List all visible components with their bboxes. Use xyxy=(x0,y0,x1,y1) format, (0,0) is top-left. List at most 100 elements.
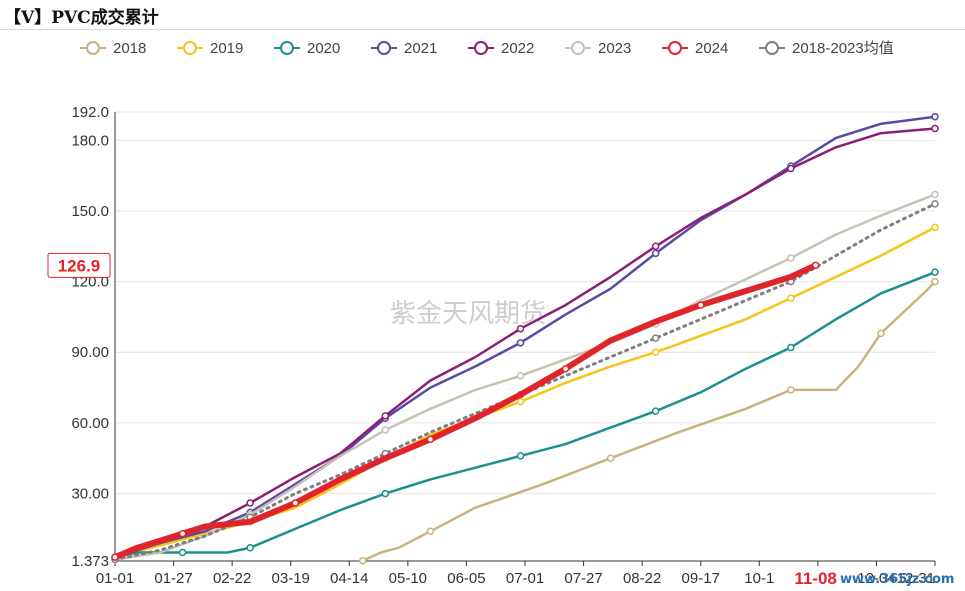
series-point xyxy=(931,223,939,232)
series-line-2020 xyxy=(113,270,937,559)
legend-item-2018[interactable]: 2018 xyxy=(80,40,146,57)
watermark-text: 紫金天风期货 xyxy=(390,299,546,329)
legend-swatch-marker xyxy=(183,41,197,55)
legend-label: 2022 xyxy=(501,40,534,57)
y-tick-label: 90.00 xyxy=(71,344,109,361)
series-point xyxy=(516,397,525,406)
legend-swatch-marker xyxy=(280,41,294,55)
x-tick-label: 04-14 xyxy=(330,570,368,587)
x-tick-label: 09-17 xyxy=(682,570,720,587)
series-point xyxy=(381,412,390,420)
series-point xyxy=(111,553,119,561)
y-tick-label: 1.373 xyxy=(71,553,109,570)
legend-item-2022[interactable]: 2022 xyxy=(468,40,534,57)
x-tick-label: 01-27 xyxy=(154,570,192,587)
legend-swatch-marker xyxy=(86,41,100,55)
series-point xyxy=(931,124,939,133)
series-point xyxy=(931,268,939,276)
legend-item-2024[interactable]: 2024 xyxy=(662,40,728,57)
series-point xyxy=(931,112,939,121)
current-date-box xyxy=(785,567,846,589)
series-point xyxy=(246,499,254,507)
legend-swatch-marker xyxy=(668,41,682,55)
legend-swatch-marker xyxy=(765,41,779,55)
legend-label: 2020 xyxy=(307,40,340,57)
legend-label: 2019 xyxy=(210,40,243,57)
series-point xyxy=(787,294,795,302)
y-tick-label: 60.00 xyxy=(71,415,109,432)
legend-swatch-marker xyxy=(571,41,585,55)
series-point xyxy=(516,372,525,380)
series-point xyxy=(561,364,570,373)
footer-watermark: www.365jz.com xyxy=(840,572,954,587)
legend-item-2020[interactable]: 2020 xyxy=(274,40,340,57)
chart-legend: 2018 2019 2020 2021 2022 2023 2024 2018-2023均值 xyxy=(80,40,894,57)
series-point xyxy=(787,254,795,262)
series-point xyxy=(246,543,254,552)
series-point xyxy=(811,261,820,270)
y-tick-label: 192.0 xyxy=(71,104,109,121)
legend-item-2021[interactable]: 2021 xyxy=(371,40,437,57)
x-tick-label: 10-1 xyxy=(744,570,774,587)
series-point xyxy=(931,200,939,208)
chart-series xyxy=(111,112,939,565)
series-point xyxy=(426,527,435,536)
chart-axes: 1.373 30.00 60.00 90.00 120.0 150.0 180.0 192.0… xyxy=(71,104,936,587)
series-line-2023 xyxy=(113,193,937,561)
x-tick-label: 07-27 xyxy=(564,570,602,587)
series-line-2022 xyxy=(113,127,937,559)
series-point xyxy=(787,164,795,173)
series-point xyxy=(178,548,187,557)
x-tick-label: 08-22 xyxy=(623,570,661,587)
series-point xyxy=(651,249,660,258)
legend-label: 2021 xyxy=(404,40,437,57)
legend-label: 2023 xyxy=(598,40,631,57)
series-point xyxy=(426,435,435,444)
series-point xyxy=(516,339,525,347)
series-point xyxy=(381,426,390,434)
legend-label: 2018 xyxy=(113,40,146,57)
x-tick-label: 12-04 xyxy=(857,570,895,587)
current-date-label: 11-08 xyxy=(794,569,837,588)
legend-swatch-marker xyxy=(377,41,391,55)
y-tick-label: 30.00 xyxy=(71,486,109,503)
page-title: 【V】PVC成交累计 xyxy=(4,8,159,28)
series-point xyxy=(516,324,525,333)
x-tick-label: 01-01 xyxy=(96,570,134,587)
series-point xyxy=(877,329,885,338)
legend-swatch-marker xyxy=(474,41,488,55)
series-point xyxy=(787,386,795,394)
x-tick-label: 02-22 xyxy=(213,570,251,587)
x-tick-label: 06-05 xyxy=(447,570,485,587)
series-point xyxy=(291,499,299,507)
series-point xyxy=(178,529,187,538)
current-value-box xyxy=(47,252,111,278)
series-point xyxy=(651,407,660,415)
x-tick-label: 07-01 xyxy=(506,570,544,587)
series-point xyxy=(931,277,939,286)
series-line-2018-2023均值 xyxy=(113,202,937,561)
series-point xyxy=(696,301,705,309)
chart-highlight: 126.9 11-08 xyxy=(47,252,846,589)
series-point xyxy=(381,489,390,498)
y-tick-label: 180.0 xyxy=(71,132,109,149)
series-point xyxy=(651,348,660,356)
series-point xyxy=(651,334,660,342)
chart-gridlines xyxy=(115,111,935,562)
title-divider xyxy=(0,29,965,30)
series-point xyxy=(359,556,367,565)
current-value-label: 126.9 xyxy=(58,256,101,275)
series-point xyxy=(516,452,525,460)
legend-label: 2018-2023均值 xyxy=(792,40,894,57)
series-point xyxy=(606,454,615,462)
y-tick-label: 120.0 xyxy=(71,274,109,291)
y-tick-label: 150.0 xyxy=(71,203,109,220)
legend-item-2018-2023均值[interactable]: 2018-2023均值 xyxy=(759,40,894,57)
x-tick-label: 05-10 xyxy=(389,570,427,587)
legend-item-2019[interactable]: 2019 xyxy=(177,40,243,57)
series-point xyxy=(787,343,795,352)
legend-item-2023[interactable]: 2023 xyxy=(565,40,631,57)
legend-label: 2024 xyxy=(695,40,728,57)
x-tick-label: 12-31 xyxy=(897,570,935,587)
